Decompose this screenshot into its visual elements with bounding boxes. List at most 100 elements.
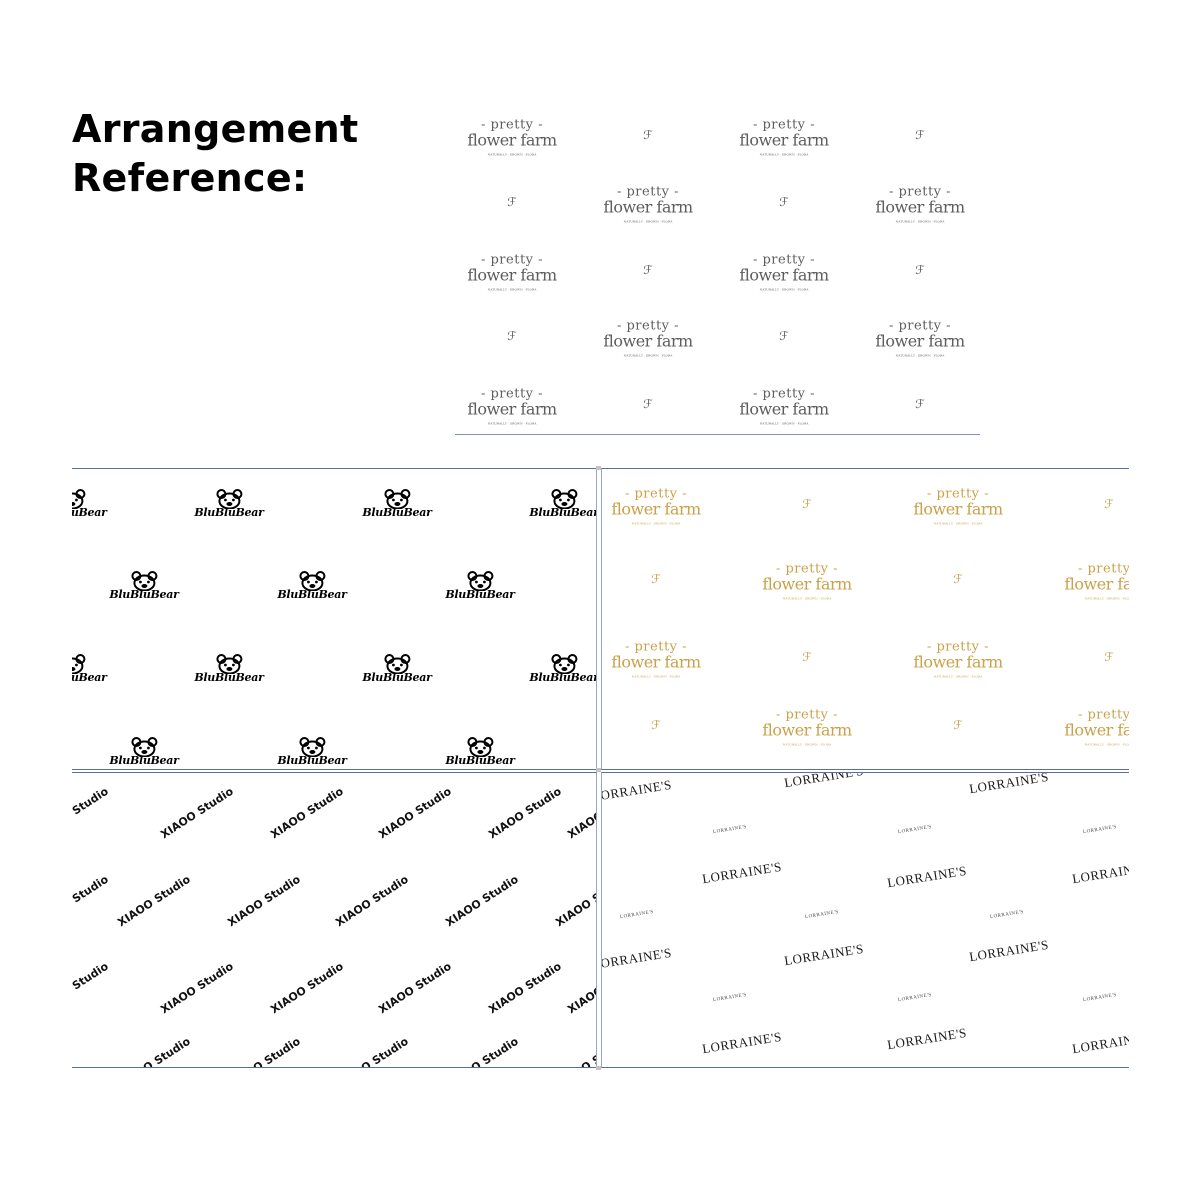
lorraines-pattern-panel: LORRAINE'S LORRAINE'S LORRAINE'S LORRAINE'S… [601, 772, 1129, 1068]
xiaoo-studio-logo: XIAOO Studio [158, 784, 236, 842]
monogram-icon: ℱ [915, 397, 925, 411]
monogram-icon: ℱ [802, 497, 812, 511]
lorraines-small-logo: LORRAINE'S [1082, 992, 1118, 1004]
bear-face-icon [298, 737, 325, 757]
logo-text: - pretty - [1077, 561, 1129, 577]
xiaoo-studio-logo: XIAOO Studio [225, 1034, 303, 1068]
logo-text: flower farm [603, 197, 693, 217]
monogram-icon: ℱ [779, 329, 789, 343]
logo-text: NATURALLY · GROWN · FLORA [623, 353, 673, 358]
flower-farm-logo: - pretty -flower farm NATURALLY · GROWN ·… [603, 185, 693, 224]
flower-farm-logo: - pretty -flower farm NATURALLY · GROWN ·… [467, 252, 557, 292]
gold-flower-farm-pattern-panel: - pretty - flower farm NATURALLY · GROWN ·… [601, 468, 1129, 770]
flower-farm-logo: - pretty -flower farm NATURALLY · GROWN ·… [1064, 561, 1129, 601]
xiaoo-studio-logo: XIAOO Studio [72, 872, 111, 930]
bear-face-icon [383, 489, 410, 509]
bear-face-icon [130, 571, 157, 591]
bear-face-icon [130, 737, 157, 757]
monogram-icon: ℱ [1104, 497, 1114, 511]
bear-logo: BluBluBear [109, 571, 179, 601]
logo-text: NATURALLY · GROWN · FLORA [782, 742, 832, 747]
bear-logo: BluBluBear [529, 489, 597, 519]
lorraines-logo: LORRAINE'S [701, 1028, 783, 1057]
bear-face-icon [466, 571, 493, 591]
logo-text: NATURALLY · GROWN · FLORA [487, 421, 537, 426]
logo-text: BluBluBear [109, 754, 179, 767]
bear-logo: BluBluBear [72, 489, 107, 519]
logo-text: flower farm [762, 574, 852, 594]
bear-face-icon [298, 571, 325, 591]
logo-text: NATURALLY · GROWN · FLORA [933, 674, 983, 679]
xiaoo-studio-logo: XIAOO Studio [443, 1034, 521, 1068]
logo-text: NATURALLY · GROWN · FLORA [487, 287, 537, 292]
logo-text: flower farm [467, 130, 557, 150]
xiaoo-studio-logo: XIAOO Studio [565, 785, 597, 842]
bear-face-icon [466, 737, 493, 757]
monogram-icon: ℱ [651, 572, 661, 586]
logo-text: BluBluBear [529, 671, 597, 684]
logo-text: BluBluBear [529, 506, 597, 519]
bear-logo: BluBluBear [362, 489, 432, 519]
lorraines-logo: LORRAINE'S [601, 944, 673, 973]
logo-text: flower farm [913, 652, 1003, 672]
logo-text: flower farm [467, 265, 557, 285]
lorraines-small-logo: LORRAINE'S [712, 824, 748, 836]
logo-text: - pretty - [1077, 707, 1129, 723]
logo-text: - pretty - [775, 561, 839, 577]
logo-text: NATURALLY · GROWN · FLORA [631, 521, 681, 526]
lorraines-logo: LORRAINE'S [1071, 1028, 1129, 1057]
bear-face-icon [550, 489, 577, 509]
bear-logo: BluBluBear [109, 737, 179, 767]
lorraines-logo: LORRAINE'S [783, 940, 865, 969]
logo-text: - pretty - [752, 117, 816, 133]
logo-text: flower farm [467, 399, 557, 419]
flower-farm-logo: - pretty -flower farm NATURALLY · GROWN ·… [913, 640, 1003, 679]
xiaoo-studio-logo: XIAOO Studio [115, 872, 193, 930]
xiaoo-studio-logo: XIAOO Studio [268, 784, 346, 842]
logo-text: NATURALLY · GROWN · FLORA [895, 353, 945, 358]
flower-farm-logo: - pretty -flower farm NATURALLY · GROWN ·… [739, 387, 829, 426]
flower-farm-logo: - pretty -flower farm NATURALLY · GROWN ·… [739, 117, 829, 157]
xiaoo-studio-logo: XIAOO Studio [225, 872, 303, 930]
monogram-icon: ℱ [643, 128, 653, 142]
bear-face-icon [550, 654, 577, 674]
xiaoo-studio-logo: XIAOO Studio [158, 959, 236, 1017]
page-heading: Arrangement Reference: [72, 105, 358, 203]
xiaoo-studio-logo: XIAOO Studio [268, 959, 346, 1017]
lorraines-logo: LORRAINE'S [1071, 858, 1129, 887]
monogram-icon: ℱ [915, 128, 925, 142]
logo-text: flower farm [875, 331, 965, 351]
bear-logo: BluBluBear [277, 571, 347, 601]
logo-text: flower farm [1064, 720, 1129, 740]
flower-farm-logo: - pretty -flower farm NATURALLY · GROWN ·… [875, 319, 965, 358]
logo-text: - pretty - [480, 117, 544, 133]
lorraines-small-logo: LORRAINE'S [712, 992, 748, 1004]
logo-text: BluBluBear [277, 754, 347, 767]
xiaoo-studio-logo: XIAOO Studio [553, 1034, 597, 1068]
logo-text: - pretty - [480, 252, 544, 268]
logo-text: - pretty - [888, 184, 952, 200]
lorraines-logo: LORRAINE'S [886, 1024, 968, 1053]
xiaoo-studio-logo: XIAOO Studio [333, 872, 411, 930]
corner-mark [596, 1066, 601, 1070]
lorraines-logo: LORRAINE'S [783, 772, 865, 791]
flower-farm-logo: - pretty -flower farm NATURALLY · GROWN ·… [467, 117, 557, 157]
monogram-icon: ℱ [802, 650, 812, 664]
monogram-icon: ℱ [1104, 650, 1114, 664]
lorraines-logo: LORRAINE'S [968, 936, 1050, 965]
logo-text: NATURALLY · GROWN · FLORA [782, 596, 832, 601]
bear-face-icon [215, 489, 242, 509]
bear-logo: BluBluBear [529, 654, 597, 684]
logo-text: NATURALLY · GROWN · FLORA [1084, 596, 1129, 601]
logo-text: flower farm [762, 720, 852, 740]
xiaoo-studio-logo: XIAOO Studio [376, 784, 454, 842]
corner-mark [596, 466, 601, 470]
xiaoo-studio-logo: XIAOO Studio [72, 959, 111, 1017]
logo-text: BluBluBear [445, 588, 515, 601]
flower-farm-logo: - pretty -flower farm NATURALLY · GROWN ·… [1064, 707, 1129, 747]
lorraines-small-logo: LORRAINE'S [619, 909, 655, 921]
flower-farm-logo: - pretty -flower farm NATURALLY · GROWN ·… [739, 253, 829, 292]
logo-text: BluBluBear [194, 671, 264, 684]
bear-face-icon [72, 489, 85, 509]
